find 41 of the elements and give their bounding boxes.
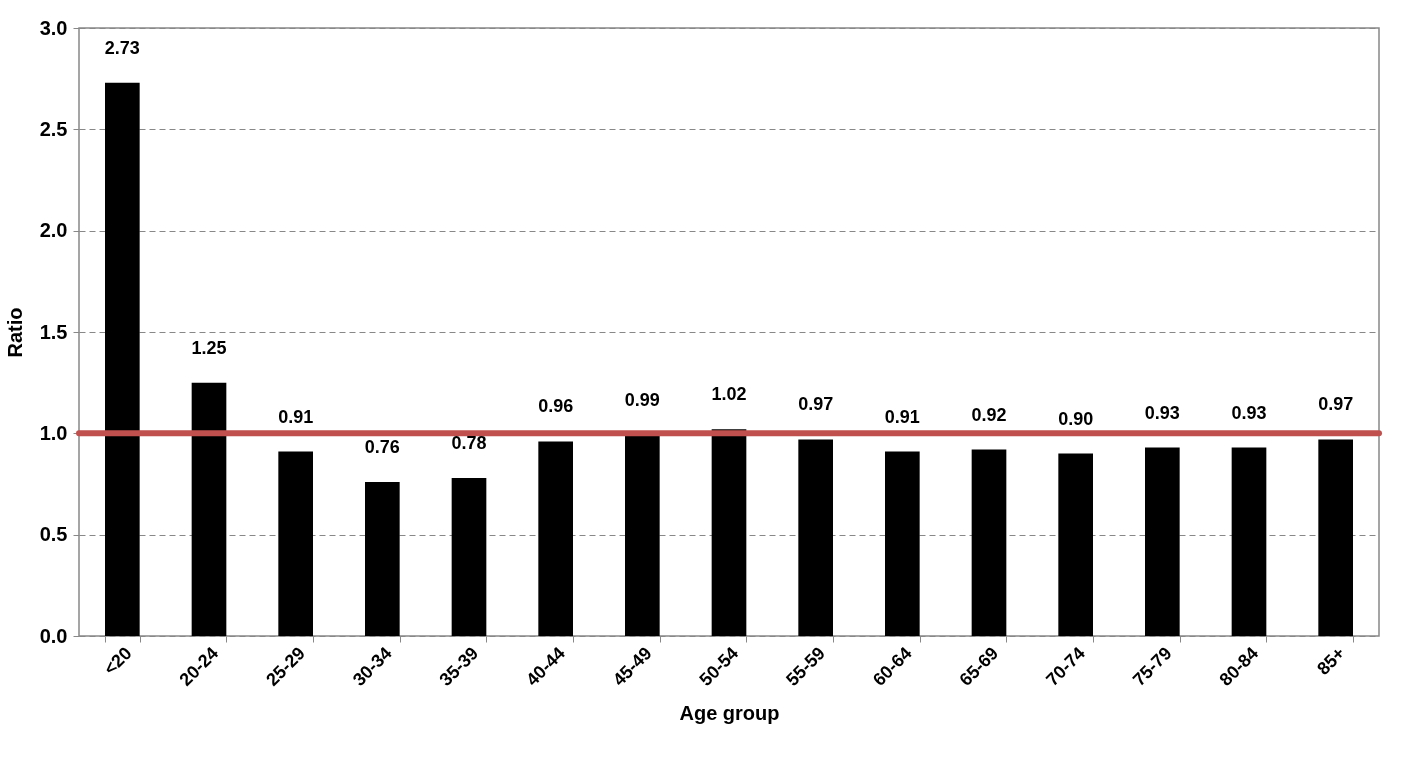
x-axis-title: Age group: [679, 701, 780, 724]
bar: [191, 382, 227, 636]
y-axis-title: Ratio: [3, 307, 26, 358]
data-label: 0.97: [798, 394, 834, 415]
bar: [885, 451, 920, 636]
bar: [451, 477, 487, 636]
bar: [971, 449, 1007, 636]
y-tick-label: 2.5: [39, 117, 68, 140]
data-label: 0.90: [1058, 408, 1094, 429]
bar: [105, 82, 140, 636]
data-label: 0.92: [971, 404, 1007, 425]
bar: [1058, 453, 1093, 636]
data-label: 0.91: [278, 406, 314, 427]
data-label: 0.93: [1231, 402, 1267, 423]
y-tick-label: 0.0: [39, 624, 68, 647]
bar: [625, 435, 660, 636]
bar: [798, 439, 833, 636]
y-tick-label: 0.5: [39, 523, 68, 546]
x-tick-label: <20: [99, 643, 136, 679]
bar: [1231, 447, 1267, 636]
y-tick-label: 3.0: [39, 16, 68, 39]
data-label: 0.93: [1144, 402, 1180, 423]
y-tick-label: 2.0: [39, 219, 68, 242]
bar: [1318, 439, 1353, 636]
bar: [365, 481, 400, 636]
bar: [538, 441, 573, 636]
x-tick-label: 85+: [1313, 643, 1349, 679]
y-tick-label: 1.5: [39, 320, 68, 343]
bar: [278, 451, 313, 636]
data-label: 2.73: [104, 37, 140, 58]
bar: [1145, 447, 1180, 636]
data-label: 0.99: [624, 390, 660, 411]
y-tick-label: 1.0: [39, 421, 68, 444]
data-label: 1.25: [191, 337, 227, 358]
bar: [711, 429, 747, 636]
data-label: 1.02: [711, 384, 747, 405]
data-label: 0.78: [451, 432, 487, 453]
data-label: 0.91: [884, 406, 920, 427]
data-label: 0.76: [364, 436, 400, 457]
data-label: 0.97: [1318, 394, 1354, 415]
data-label: 0.96: [538, 396, 574, 417]
